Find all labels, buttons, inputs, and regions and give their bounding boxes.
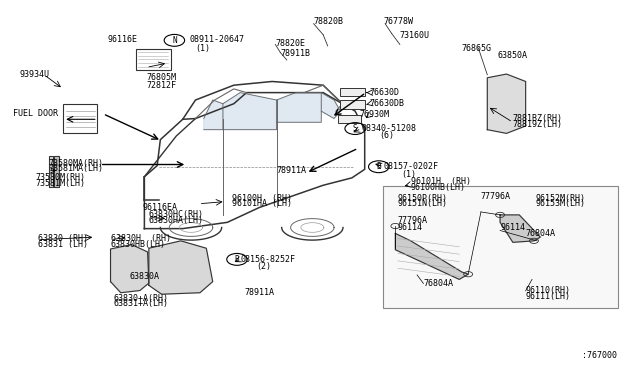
Text: 96110(RH): 96110(RH) — [525, 286, 571, 295]
Text: 63830+A(RH): 63830+A(RH) — [114, 294, 169, 303]
Text: 63850A: 63850A — [497, 51, 527, 60]
Text: 96152M(RH): 96152M(RH) — [535, 194, 585, 203]
Text: 76778W: 76778W — [384, 17, 414, 26]
Text: 93934U: 93934U — [20, 70, 50, 79]
Text: 63830HC(RH): 63830HC(RH) — [149, 211, 204, 219]
Text: 08340-51208: 08340-51208 — [362, 124, 417, 133]
Polygon shape — [223, 93, 276, 130]
Text: 78911B: 78911B — [280, 49, 310, 58]
Polygon shape — [111, 244, 149, 293]
Text: 76805M: 76805M — [147, 73, 176, 82]
Polygon shape — [487, 74, 525, 134]
Text: 08157-0202F: 08157-0202F — [384, 162, 439, 171]
Text: B: B — [376, 162, 381, 171]
Polygon shape — [500, 215, 540, 242]
Text: 96101HA (LH): 96101HA (LH) — [232, 199, 292, 208]
Text: 73581MA(LH): 73581MA(LH) — [49, 164, 104, 173]
Polygon shape — [276, 93, 321, 122]
Text: 96151N(LH): 96151N(LH) — [398, 199, 448, 208]
Text: B: B — [235, 255, 239, 264]
Text: 96116E: 96116E — [108, 35, 138, 44]
Text: 63830HB(LH): 63830HB(LH) — [111, 240, 166, 249]
Text: (6): (6) — [379, 131, 394, 141]
Text: (1): (1) — [195, 44, 211, 52]
Text: 96100H  (RH): 96100H (RH) — [232, 194, 292, 203]
Text: (1): (1) — [402, 170, 417, 179]
Text: 78911A: 78911A — [276, 166, 307, 175]
Text: 96116EA: 96116EA — [143, 203, 177, 212]
Bar — [340, 88, 365, 96]
Text: :767000: :767000 — [582, 351, 617, 360]
Text: 78820B: 78820B — [314, 17, 344, 26]
Polygon shape — [396, 234, 468, 279]
Text: 77796A: 77796A — [481, 192, 511, 201]
Polygon shape — [149, 241, 212, 294]
Text: 08911-20647: 08911-20647 — [189, 35, 244, 44]
Text: 76630DB: 76630DB — [370, 99, 405, 108]
Text: 96150P(RH): 96150P(RH) — [398, 194, 448, 203]
Text: 63831+A(LH): 63831+A(LH) — [114, 299, 169, 308]
Text: 73160U: 73160U — [400, 31, 430, 41]
Text: (2): (2) — [256, 262, 271, 271]
Text: 96114: 96114 — [398, 223, 423, 232]
Text: 77796A: 77796A — [398, 216, 428, 225]
Text: 78820E: 78820E — [275, 39, 305, 48]
Text: 76630D: 76630D — [370, 88, 400, 97]
Text: 73580M(RH): 73580M(RH) — [36, 173, 86, 182]
Text: 73580MA(RH): 73580MA(RH) — [49, 158, 104, 167]
Polygon shape — [321, 93, 340, 119]
Text: 96114: 96114 — [500, 223, 525, 232]
Text: 76865G: 76865G — [462, 44, 492, 52]
Text: 7881BZ(RH): 7881BZ(RH) — [513, 114, 563, 123]
Bar — [340, 100, 365, 109]
Bar — [136, 49, 171, 70]
Text: 76804A: 76804A — [424, 279, 454, 288]
Text: 63830HA(LH): 63830HA(LH) — [149, 216, 204, 225]
Polygon shape — [54, 155, 60, 187]
Text: 63830 (RH): 63830 (RH) — [38, 234, 88, 244]
Text: 63830A: 63830A — [130, 272, 160, 280]
Text: 78819Z(LH): 78819Z(LH) — [513, 121, 563, 129]
Text: 08156-8252F: 08156-8252F — [240, 255, 295, 264]
Text: 73581M(LH): 73581M(LH) — [36, 179, 86, 188]
Text: 63830H  (RH): 63830H (RH) — [111, 234, 170, 244]
Polygon shape — [204, 100, 223, 130]
Text: 96153M(LH): 96153M(LH) — [535, 199, 585, 208]
Text: N: N — [172, 36, 177, 45]
Text: 96111(LH): 96111(LH) — [525, 292, 571, 301]
Text: 72812F: 72812F — [147, 81, 176, 90]
Bar — [63, 105, 97, 134]
Text: 96100HB(LH): 96100HB(LH) — [411, 183, 466, 192]
Text: 76804A: 76804A — [525, 229, 556, 238]
Polygon shape — [49, 155, 53, 187]
Text: 63831 (LH): 63831 (LH) — [38, 240, 88, 249]
Text: 96101H  (RH): 96101H (RH) — [411, 177, 470, 186]
Text: 78911A: 78911A — [244, 288, 275, 297]
Text: 76930M: 76930M — [360, 110, 390, 119]
Text: FUEL DOOR: FUEL DOOR — [13, 109, 58, 118]
Bar — [383, 186, 618, 308]
Bar — [338, 115, 361, 123]
Text: S: S — [353, 124, 357, 133]
